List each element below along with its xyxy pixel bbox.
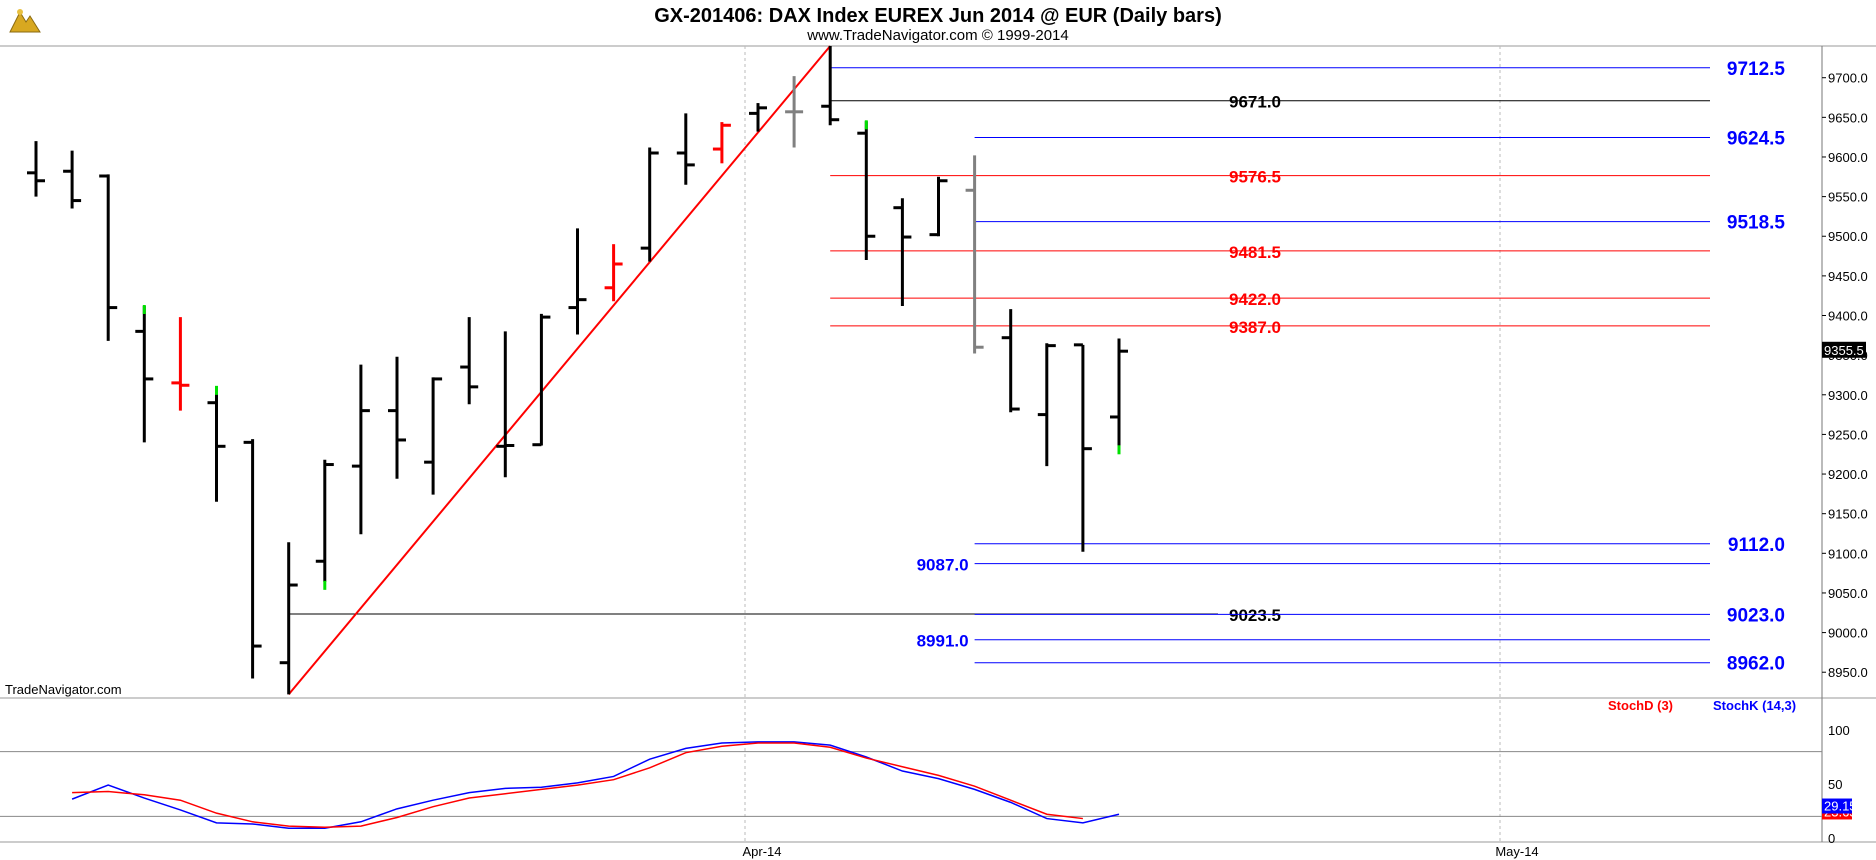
level-label: 9387.0 (1229, 318, 1281, 337)
price-tick-label: 9250.0 (1828, 427, 1868, 442)
last-price-label: 9355.5 (1824, 343, 1864, 358)
level-label: 9112.0 (1728, 535, 1785, 556)
date-label: May-14 (1495, 844, 1538, 859)
price-tick-label: 9400.0 (1828, 309, 1868, 324)
stoch-tick-label: 0 (1828, 831, 1835, 846)
price-tick-label: 9650.0 (1828, 110, 1868, 125)
stoch-tick-label: 50 (1828, 777, 1842, 792)
stoch-end-label: 29.15 (1824, 799, 1857, 814)
level-label: 9671.0 (1229, 93, 1281, 112)
trendline-line (287, 45, 831, 696)
price-tick-label: 9000.0 (1828, 626, 1868, 641)
grid-lines (0, 45, 1876, 843)
date-axis: Apr-14 May-14 (742, 844, 1538, 859)
level-label: 9481.5 (1229, 243, 1281, 262)
watermark: TradeNavigator.com (5, 682, 122, 697)
price-tick-label: 9050.0 (1828, 586, 1868, 601)
level-label: 9712.5 (1727, 59, 1786, 80)
level-label: 9576.5 (1229, 168, 1281, 187)
ohlc-bars (27, 46, 1128, 695)
level-label: 9087.0 (917, 556, 969, 575)
price-tick-label: 9100.0 (1828, 546, 1868, 561)
chart-subtitle: www.TradeNavigator.com © 1999-2014 (806, 27, 1068, 44)
price-tick-label: 9150.0 (1828, 507, 1868, 522)
price-tick-label: 9550.0 (1828, 190, 1868, 205)
trendline (287, 45, 831, 696)
date-label: Apr-14 (742, 844, 781, 859)
level-label: 9023.0 (1727, 605, 1785, 626)
price-tick-label: 9600.0 (1828, 150, 1868, 165)
stoch-legend-item: StochD (3) (1608, 698, 1673, 713)
price-levels: 9712.5 9671.0 9624.5 9576.5 9518.5 9481.5 9422… (288, 59, 1786, 675)
stoch-end-box (1822, 798, 1852, 814)
stoch-series-line (72, 742, 1083, 828)
stoch-series-line (71, 741, 1120, 830)
price-tick-label: 9300.0 (1828, 388, 1868, 403)
level-label: 9624.5 (1727, 129, 1786, 150)
price-tick-label: 9500.0 (1828, 229, 1868, 244)
stoch-tick-label: 100 (1828, 723, 1850, 738)
price-axis: 8950.0 9000.0 9050.0 9100.0 9150.0 9200.0 9250… (1822, 71, 1868, 680)
last-price-box (1822, 341, 1866, 358)
level-label: 9422.0 (1229, 290, 1281, 309)
chart-title: GX-201406: DAX Index EUREX Jun 2014 @ EU… (654, 5, 1221, 27)
stoch-legend-item: StochK (14,3) (1713, 698, 1796, 713)
level-label: 8962.0 (1727, 654, 1785, 675)
price-tick-label: 9450.0 (1828, 269, 1868, 284)
price-tick-label: 9200.0 (1828, 467, 1868, 482)
level-label: 9023.5 (1229, 606, 1281, 625)
level-label: 8991.0 (917, 632, 969, 651)
level-label: 9518.5 (1727, 213, 1786, 234)
price-tick-label: 9700.0 (1828, 71, 1868, 86)
price-tick-label: 8950.0 (1828, 665, 1868, 680)
logo-icon (9, 9, 41, 33)
